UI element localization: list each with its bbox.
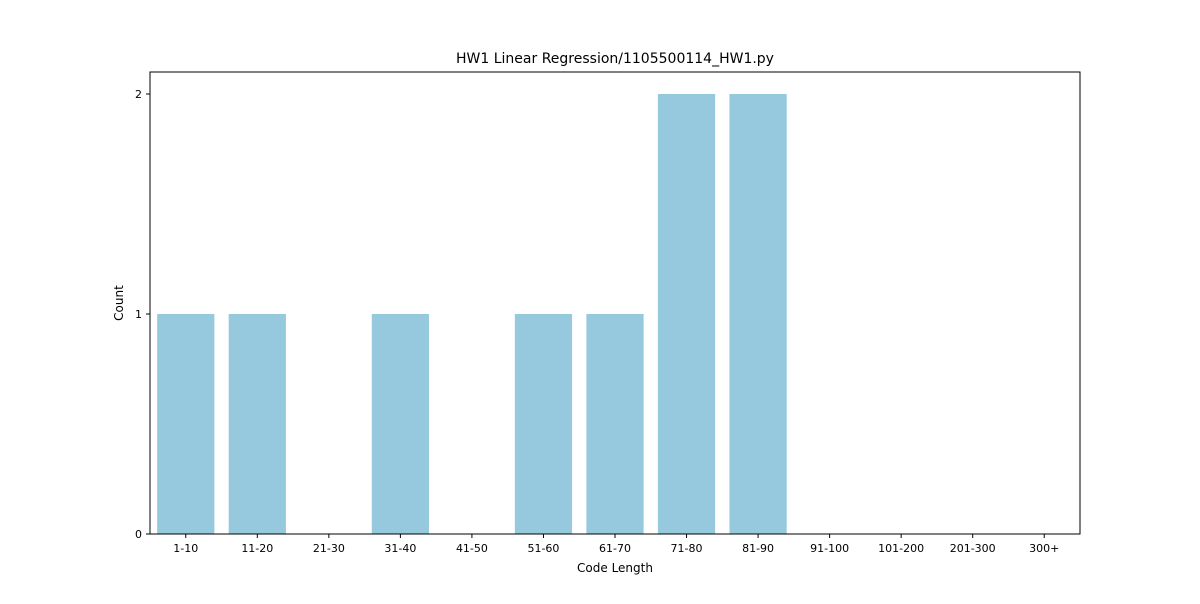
x-axis-label: Code Length <box>577 561 653 575</box>
x-tick-label: 300+ <box>1029 542 1059 555</box>
x-tick-label: 1-10 <box>173 542 198 555</box>
chart-title: HW1 Linear Regression/1105500114_HW1.py <box>456 51 774 67</box>
x-tick-label: 61-70 <box>599 542 631 555</box>
x-tick-label: 71-80 <box>671 542 703 555</box>
x-axis-ticks: 1-10 11-20 21-30 31-40 41-50 51-60 61-70 71-80 8… <box>173 534 1059 555</box>
x-tick-label: 201-300 <box>950 542 996 555</box>
x-tick-label: 51-60 <box>527 542 559 555</box>
bars-layer <box>157 94 787 534</box>
bar-61-70 <box>586 314 644 534</box>
bar-51-60 <box>514 314 573 534</box>
x-tick-label: 21-30 <box>313 542 345 555</box>
x-tick-label: 41-50 <box>456 542 488 555</box>
bar-11-20 <box>228 314 286 534</box>
y-axis-label: Count <box>112 285 126 321</box>
bar-31-40 <box>371 314 429 534</box>
bar-71-80 <box>657 94 716 534</box>
y-axis-ticks: 0 1 2 <box>135 88 150 541</box>
bar-81-90 <box>729 94 787 534</box>
x-tick-label: 101-200 <box>878 542 924 555</box>
y-tick-label: 2 <box>135 88 142 101</box>
x-tick-label: 81-90 <box>742 542 774 555</box>
x-tick-label: 91-100 <box>810 542 849 555</box>
y-tick-label: 1 <box>135 308 142 321</box>
bar-1-10 <box>157 314 215 534</box>
x-tick-label: 11-20 <box>241 542 273 555</box>
x-tick-label: 31-40 <box>384 542 416 555</box>
y-tick-label: 0 <box>135 528 142 541</box>
